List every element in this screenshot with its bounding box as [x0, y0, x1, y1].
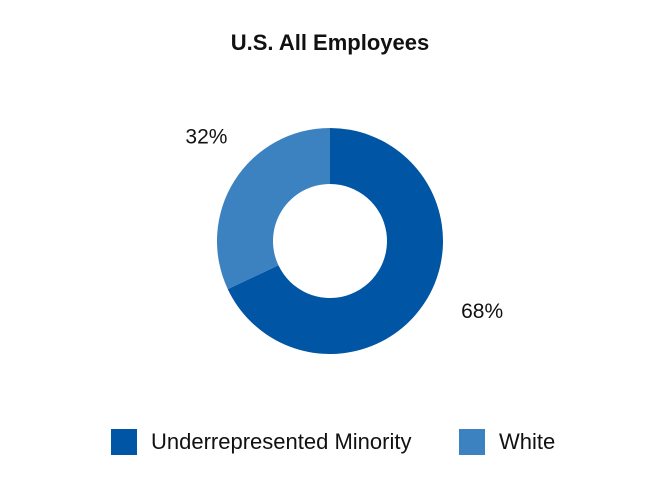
data-label-white: 32%	[185, 125, 227, 148]
legend-swatch-underrepresented-minority	[111, 429, 137, 455]
data-label-underrepresented-minority: 68%	[461, 300, 503, 323]
label-group: 68% 32%	[185, 125, 503, 323]
legend-label-white: White	[499, 429, 556, 454]
legend: Underrepresented Minority White	[0, 422, 660, 462]
legend-swatch-white	[459, 429, 485, 455]
chart-title: U.S. All Employees	[231, 30, 429, 55]
slice-group	[216, 128, 443, 354]
slice-underrepresented-minority	[227, 128, 443, 354]
slice-white	[216, 128, 330, 290]
legend-item-white: White	[459, 422, 555, 462]
legend-label-underrepresented-minority: Underrepresented Minority	[151, 429, 412, 454]
legend-item-underrepresented-minority: Underrepresented Minority	[111, 422, 411, 462]
